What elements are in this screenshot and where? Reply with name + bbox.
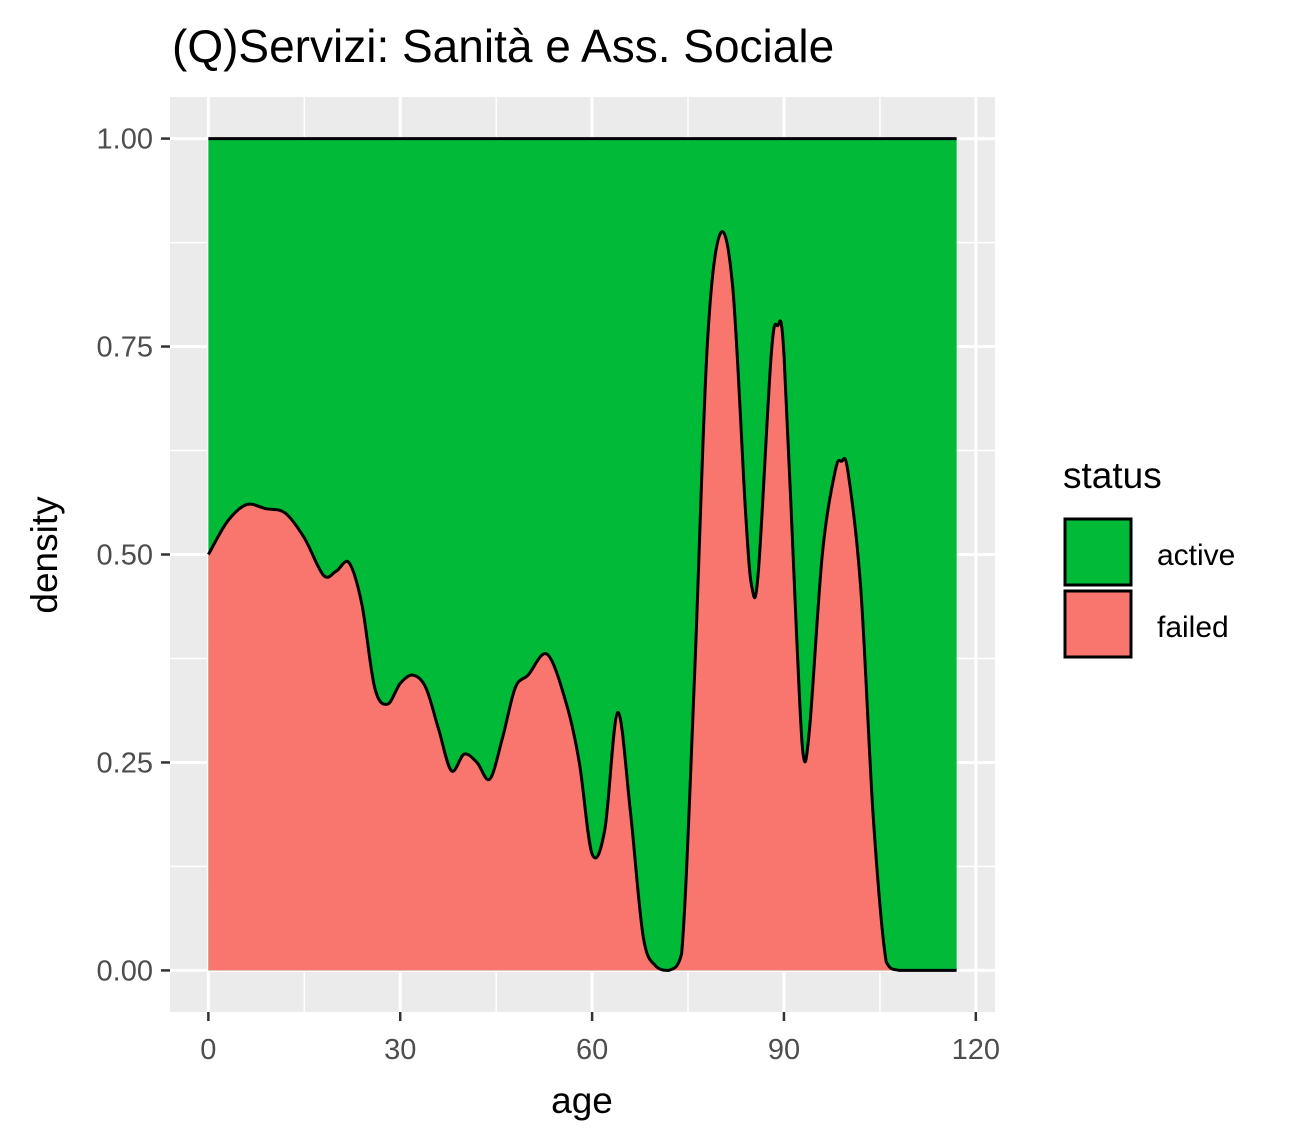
chart-title: (Q)Servizi: Sanità e Ass. Sociale bbox=[172, 20, 834, 72]
legend-key-failed bbox=[1063, 589, 1133, 659]
y-tick-label: 0.00 bbox=[97, 955, 153, 987]
y-axis-title: density bbox=[24, 496, 65, 614]
x-axis-title: age bbox=[551, 1080, 613, 1121]
area-failed bbox=[208, 231, 957, 971]
y-tick-label: 0.25 bbox=[97, 747, 153, 779]
y-tick-label: 0.50 bbox=[97, 540, 153, 572]
x-tick-label: 60 bbox=[576, 1034, 608, 1066]
legend: status active failed bbox=[1063, 455, 1235, 659]
legend-label-failed: failed bbox=[1157, 611, 1229, 644]
y-tick-label: 1.00 bbox=[97, 124, 153, 156]
x-tick-label: 0 bbox=[200, 1034, 216, 1066]
x-tick-label: 120 bbox=[952, 1034, 1000, 1066]
x-axis: 0 30 60 90 120 bbox=[200, 1012, 1000, 1066]
y-axis: 0.00 0.25 0.50 0.75 1.00 bbox=[97, 124, 170, 987]
x-tick-label: 30 bbox=[384, 1034, 416, 1066]
failed-boundary-line bbox=[207, 230, 957, 972]
legend-title: status bbox=[1063, 455, 1162, 496]
y-tick-label: 0.75 bbox=[97, 332, 153, 364]
x-tick-label: 90 bbox=[768, 1034, 800, 1066]
legend-label-active: active bbox=[1157, 539, 1235, 572]
legend-key-active bbox=[1063, 517, 1133, 587]
